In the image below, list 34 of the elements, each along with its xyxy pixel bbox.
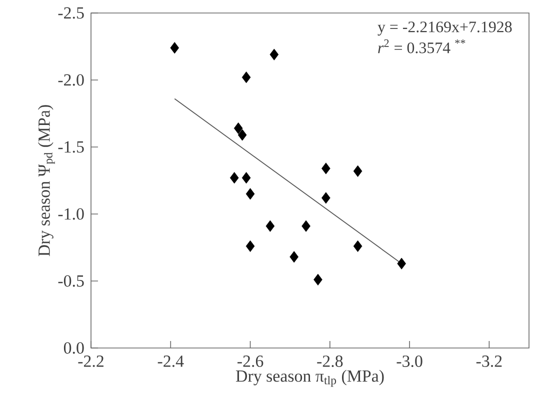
x-tick-label: -2.2 [78, 356, 104, 367]
x-axis-title: Dry season π$_{tlp}$ (MPa) [236, 370, 384, 387]
x-tick-label: -2.4 [158, 356, 184, 367]
point [238, 129, 247, 141]
point [242, 172, 251, 184]
y-tick-label: -1.0 [58, 208, 84, 220]
y-tick-label: -2.5 [58, 7, 84, 19]
point [230, 172, 239, 184]
x-tick-label: -2.8 [317, 356, 343, 368]
point [266, 220, 275, 232]
y-tick-label: 0.0 [64, 342, 84, 354]
point [314, 274, 322, 286]
x-tick-label: -3.0 [396, 356, 422, 368]
point [397, 258, 406, 270]
annotation: y = -2.2169x+7.1928 [378, 22, 512, 36]
point [322, 192, 330, 204]
point [353, 240, 362, 252]
point [246, 240, 255, 252]
y-tick-label: -2.0 [58, 74, 84, 86]
point [270, 48, 279, 60]
y-tick-label: -1.5 [58, 141, 84, 153]
y-axis-title: Dry season Ψ$_{pd}$ (MPa) [38, 105, 55, 256]
point [242, 72, 251, 84]
x-tick-label: -2.6 [237, 356, 264, 367]
y-tick-label: -0.5 [58, 275, 84, 287]
point [246, 188, 255, 200]
x-tick-label: -3.2 [476, 356, 502, 367]
point [302, 220, 310, 232]
point [322, 162, 330, 174]
point [290, 251, 298, 263]
point [353, 165, 362, 177]
point [234, 122, 243, 134]
point [170, 42, 180, 54]
annotation: r$^{2}$ = 0.3574 $^{**}$ [378, 39, 466, 54]
